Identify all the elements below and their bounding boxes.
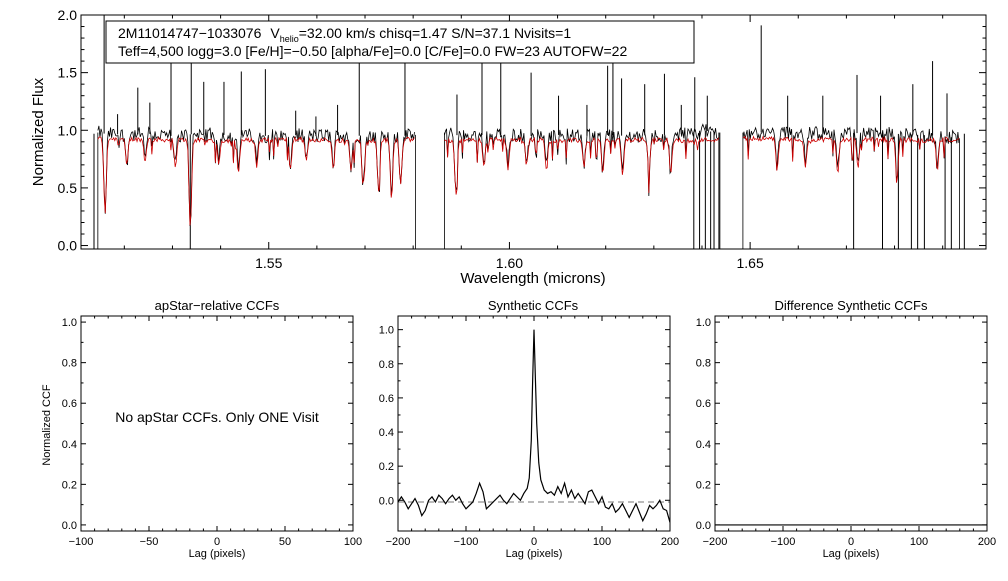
synthetic-ccf-panel: Synthetic CCFs −200 −100 0 100 200 0.0 0.2 0.4 0… — [379, 298, 679, 560]
x-tick-label: −50 — [140, 536, 159, 548]
difference-ccf-panel: Difference Synthetic CCFs −200 −100 0 100 20… — [696, 298, 996, 560]
info-star-id: 2M11014747−1033076 — [118, 25, 262, 41]
difference-ccf-title: Difference Synthetic CCFs — [775, 298, 928, 313]
y-tick-label: 1.0 — [58, 122, 78, 138]
model-spectrum — [97, 135, 960, 226]
y-tick-label: 0.8 — [696, 358, 711, 370]
model-spectrum-chip — [742, 135, 960, 183]
y-tick-label: 0.0 — [62, 520, 77, 532]
y-tick-label: 0.8 — [379, 359, 394, 371]
x-tick-label: 50 — [279, 536, 291, 548]
info-line-2: Teff=4,500 logg=3.0 [Fe/H]=−0.50 [alpha/… — [118, 43, 627, 59]
observed-spectrum-chip — [97, 125, 415, 227]
y-tick-label: 1.0 — [379, 325, 394, 337]
x-tick-label: −200 — [703, 536, 728, 548]
y-tick-label: 0.6 — [696, 398, 711, 410]
info-vhelio-sub: helio — [280, 34, 299, 44]
y-tick-label: 0.4 — [696, 439, 711, 451]
x-tick-label: 100 — [910, 536, 928, 548]
info-box-border — [105, 20, 695, 64]
x-tick-label: 1.55 — [255, 255, 282, 271]
x-tick-label: −100 — [69, 536, 94, 548]
x-tick-label: −100 — [454, 536, 479, 548]
y-tick-label: 0.5 — [58, 180, 78, 196]
spectrum-ticks: 1.55 1.60 1.65 0.0 0.5 1.0 1.5 2.0 — [58, 7, 986, 271]
spectrum-frame — [80, 14, 987, 250]
x-tick-label: 100 — [344, 536, 362, 548]
y-tick-label: 1.0 — [696, 317, 711, 329]
y-tick-label: 0.2 — [379, 461, 394, 473]
y-tick-label: 0.4 — [62, 439, 77, 451]
synthetic-ccf-curve — [398, 329, 670, 523]
y-tick-label: 2.0 — [58, 7, 78, 23]
x-tick-label: 100 — [593, 536, 611, 548]
y-tick-label: 0.8 — [62, 358, 77, 370]
observed-spectrum-chip — [444, 123, 720, 196]
synthetic-ccf-ticks: −200 −100 0 100 200 0.0 0.2 0.4 0.6 0.8 1.0 — [379, 316, 679, 548]
spectrum-xlabel: Wavelength (microns) — [460, 270, 605, 287]
x-tick-label: 200 — [978, 536, 996, 548]
spectrum-ylabel: Normalized Flux — [30, 77, 47, 186]
x-tick-label: 1.60 — [496, 255, 523, 271]
apstar-ccf-title: apStar−relative CCFs — [155, 298, 280, 313]
y-tick-label: 0.2 — [696, 479, 711, 491]
no-ccf-message: No apStar CCFs. Only ONE Visit — [115, 409, 319, 425]
y-tick-label: 1.0 — [62, 317, 77, 329]
x-tick-label: 0 — [848, 536, 854, 548]
apstar-ccf-ticks: −100 −50 0 50 100 0.0 0.2 0.4 0.6 0.8 1.0 — [62, 316, 362, 548]
model-spectrum-chip — [444, 136, 720, 195]
y-tick-label: 0.0 — [379, 495, 394, 507]
model-spectrum-chip — [97, 136, 415, 226]
synthetic-ccf-title: Synthetic CCFs — [488, 298, 579, 313]
synthetic-ccf-xlabel: Lag (pixels) — [506, 548, 563, 560]
info-vhelio-label: V — [270, 25, 280, 41]
spectrum-panel: 1.55 1.60 1.65 0.0 0.5 1.0 1.5 2.0 2M11014747−1… — [30, 7, 987, 287]
info-line-1: 2M11014747−1033076 Vhelio=32.00 km/s chis… — [118, 25, 571, 44]
apstar-ccf-xlabel: Lag (pixels) — [189, 548, 246, 560]
y-tick-label: 1.5 — [58, 65, 78, 81]
x-tick-label: −100 — [771, 536, 796, 548]
difference-ccf-frame — [714, 315, 988, 532]
x-tick-label: 1.65 — [736, 255, 763, 271]
x-tick-label: 0 — [214, 536, 220, 548]
y-tick-label: 0.0 — [58, 238, 78, 254]
y-tick-label: 0.4 — [379, 427, 394, 439]
y-tick-label: 0.0 — [696, 520, 711, 532]
x-tick-label: −200 — [386, 536, 411, 548]
difference-ccf-xlabel: Lag (pixels) — [823, 548, 880, 560]
apstar-ccf-panel: apStar−relative CCFs −100 −50 0 50 100 0.0 0.2… — [41, 298, 362, 560]
difference-ccf-ticks: −200 −100 0 100 200 0.0 0.2 0.4 0.6 0.8 1.0 — [696, 316, 996, 548]
synthetic-ccf-lines — [398, 329, 670, 523]
x-tick-label: 0 — [531, 536, 537, 548]
y-tick-label: 0.6 — [62, 398, 77, 410]
info-line-1-values: =32.00 km/s chisq=1.47 S/N=37.1 Nvisits=… — [299, 25, 572, 41]
info-box: 2M11014747−1033076 Vhelio=32.00 km/s chis… — [105, 20, 695, 64]
apstar-ccf-ylabel: Normalized CCF — [41, 384, 53, 466]
x-tick-label: 200 — [661, 536, 679, 548]
y-tick-label: 0.6 — [379, 393, 394, 405]
y-tick-label: 0.2 — [62, 479, 77, 491]
